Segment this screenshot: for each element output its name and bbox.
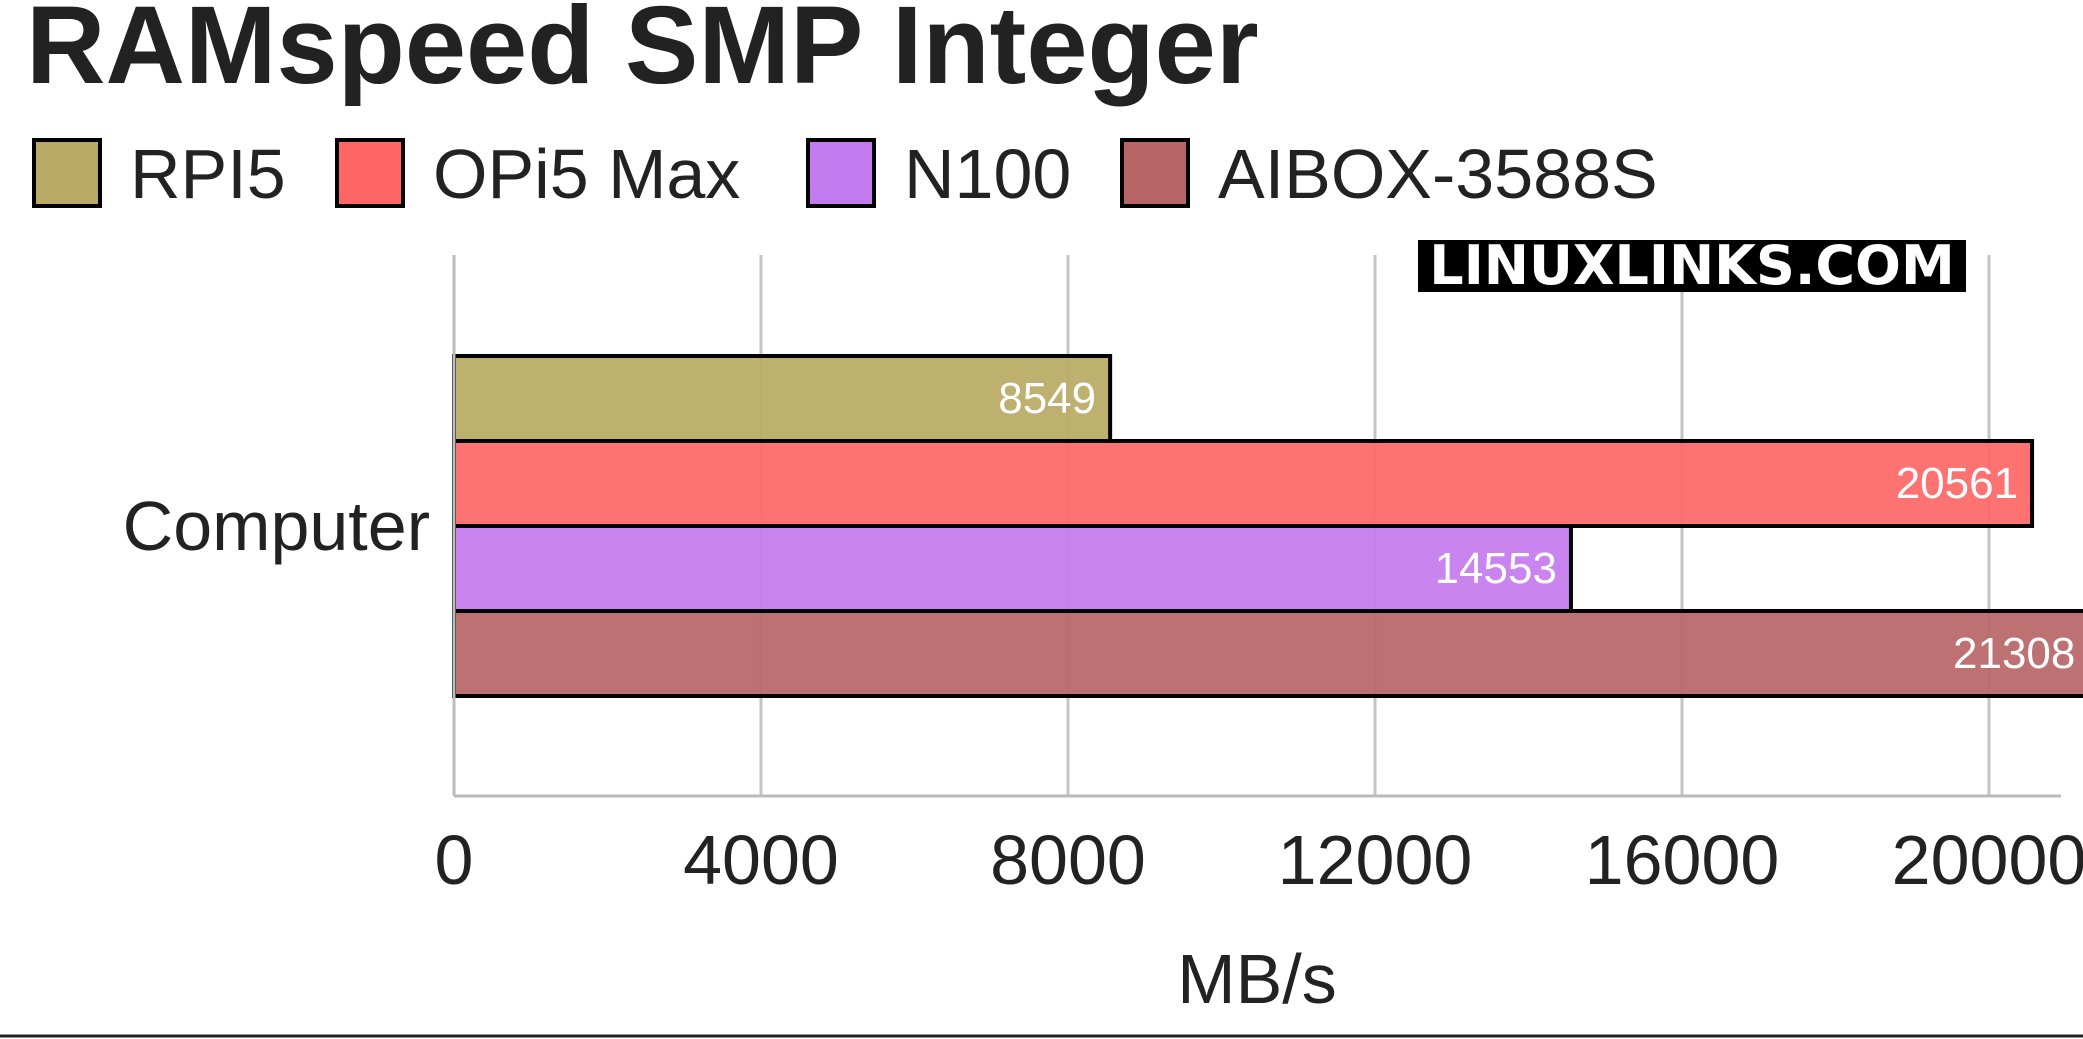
- legend-label: RPI5: [130, 135, 286, 213]
- watermark: LINUXLINKS.COM: [1418, 234, 1966, 297]
- legend-swatch: [806, 138, 876, 208]
- bar-value-label: 20561: [1896, 459, 2018, 508]
- x-tick-labels: 0 4000 8000 12000 16000 20000: [435, 821, 2083, 899]
- x-tick-label: 4000: [683, 821, 839, 899]
- watermark-text: LINUXLINKS.COM: [1429, 234, 1954, 297]
- bar: [452, 609, 2083, 698]
- legend-swatch: [32, 138, 102, 208]
- legend-swatch: [1120, 138, 1190, 208]
- category-label: Computer: [123, 487, 430, 565]
- chart-title: RAMspeed SMP Integer: [26, 0, 1259, 107]
- bar-value-label: 8549: [998, 374, 1096, 423]
- legend-label: N100: [904, 135, 1071, 213]
- legend-label: OPi5 Max: [433, 135, 740, 213]
- x-tick-label: 8000: [990, 821, 1146, 899]
- bars: 8549 20561 14553 21308: [452, 354, 2083, 698]
- legend: RPI5 OPi5 Max N100 AIBOX-3588S: [32, 135, 1658, 213]
- x-axis-title: MB/s: [1177, 940, 1336, 1018]
- x-tick-label: 16000: [1585, 821, 1780, 899]
- bar-value-label: 14553: [1435, 544, 1557, 593]
- bar: [452, 524, 1573, 613]
- legend-swatch: [335, 138, 405, 208]
- x-tick-label: 12000: [1278, 821, 1473, 899]
- x-tick-label: 20000: [1892, 821, 2083, 899]
- x-tick-label: 0: [435, 821, 474, 899]
- legend-label: AIBOX-3588S: [1218, 135, 1658, 213]
- bar: [452, 439, 2035, 528]
- bar-value-label: 21308: [1953, 629, 2075, 678]
